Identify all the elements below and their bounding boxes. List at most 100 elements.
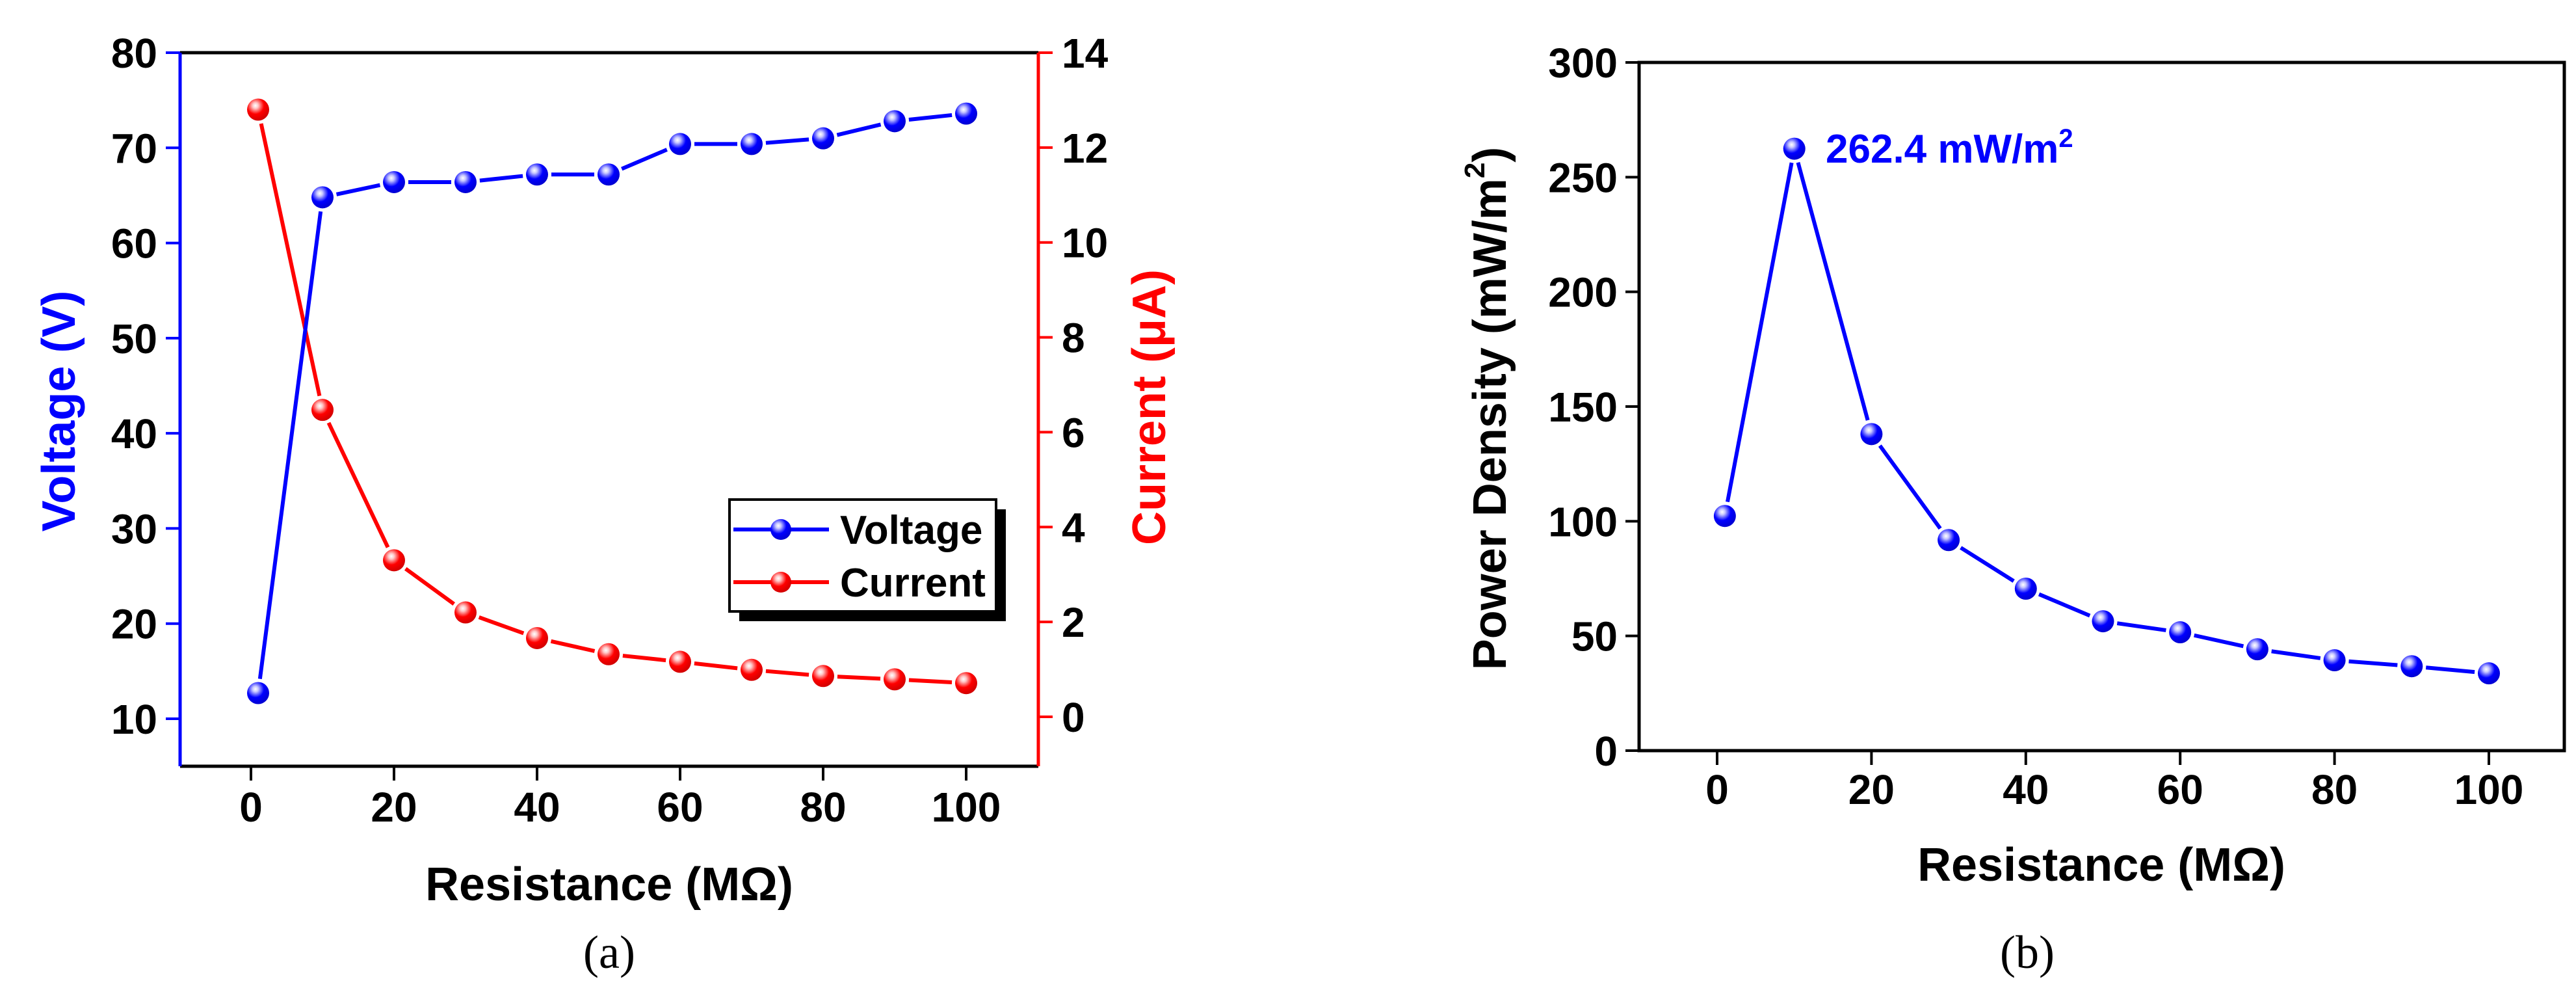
chart-a-current-ticks: 0 2 4 6 8 10 12 14 — [1038, 30, 1109, 741]
power-density-line-segment — [2194, 633, 2244, 649]
chart-b-x-axis-title: Resistance (MΩ) — [1917, 839, 2285, 891]
x-tick-label: 60 — [2157, 766, 2203, 813]
current-line-segment — [765, 669, 809, 677]
current-line-segment — [837, 675, 881, 681]
power-density-line-segment — [2038, 592, 2091, 618]
voltage-data-point — [812, 127, 834, 150]
voltage-line-segment — [908, 113, 953, 122]
chart-a-x-ticks: 0 20 40 60 80 100 — [239, 768, 1001, 831]
voltage-tick-label: 40 — [111, 410, 157, 457]
current-data-point — [454, 601, 477, 624]
y-tick-label: 100 — [1548, 498, 1618, 545]
current-tick-label: 10 — [1062, 220, 1108, 267]
current-tick-label: 0 — [1062, 694, 1085, 741]
y-tick-label: 200 — [1548, 269, 1618, 316]
power-density-line-segment — [1796, 162, 1870, 421]
power-density-data-point — [2014, 578, 2037, 600]
voltage-tick-label: 10 — [111, 696, 157, 743]
chart-a-series — [247, 98, 977, 704]
current-tick-label: 6 — [1062, 409, 1085, 456]
chart-b: 0 20 40 60 80 100 0 50 100 150 200 250 300 Power De… — [1459, 40, 2566, 978]
current-data-point — [812, 665, 834, 688]
current-line-segment — [478, 615, 525, 635]
voltage-line-segment — [836, 122, 882, 137]
power-density-line-segment — [2425, 665, 2475, 675]
voltage-line-segment — [257, 211, 323, 680]
current-line-segment — [694, 661, 738, 671]
current-tick-label: 4 — [1062, 504, 1085, 551]
x-tick-label: 100 — [2454, 766, 2524, 813]
voltage-line-segment — [335, 183, 381, 196]
power-density-data-point — [2246, 638, 2268, 661]
voltage-tick-label: 60 — [111, 221, 157, 267]
current-tick-label: 8 — [1062, 315, 1085, 362]
current-data-point — [311, 399, 334, 421]
current-tick-label: 12 — [1062, 125, 1108, 172]
voltage-data-point — [247, 682, 269, 704]
current-line-segment — [550, 639, 596, 653]
current-data-point — [955, 672, 977, 695]
voltage-tick-label: 30 — [111, 505, 157, 552]
chart-a: 0 20 40 60 80 100 10 20 30 40 50 60 70 80 0 2 4 6 8 10 12 1… — [33, 30, 1176, 978]
voltage-data-point — [454, 170, 477, 193]
legend-voltage-marker-icon — [770, 519, 791, 540]
power-density-data-point — [2323, 649, 2346, 672]
power-density-line-segment — [2116, 621, 2166, 632]
x-tick-label: 60 — [657, 784, 703, 831]
current-data-point — [741, 658, 763, 681]
voltage-data-point — [311, 186, 334, 209]
chart-a-voltage-ticks: 10 20 30 40 50 60 70 80 — [111, 30, 180, 743]
power-density-line-segment — [1726, 162, 1794, 503]
voltage-tick-label: 20 — [111, 601, 157, 648]
current-line-segment — [622, 654, 666, 663]
current-line-segment — [404, 567, 455, 606]
current-line-segment — [259, 123, 322, 397]
y-tick-label: 50 — [1571, 613, 1618, 660]
x-tick-label: 0 — [1705, 766, 1729, 813]
power-density-data-point — [1783, 137, 1806, 160]
power-density-line-segment — [1878, 444, 1942, 530]
voltage-data-point — [955, 102, 977, 125]
voltage-data-point — [884, 110, 906, 133]
power-density-data-point — [2169, 621, 2192, 644]
x-tick-label: 20 — [371, 784, 417, 831]
current-data-point — [598, 643, 620, 665]
current-line-segment — [326, 421, 390, 548]
chart-b-x-ticks: 0 20 40 60 80 100 — [1705, 752, 2523, 813]
chart-b-series — [1713, 137, 2500, 685]
legend-item-current: Current — [733, 561, 986, 606]
chart-a-caption: (a) — [583, 926, 635, 978]
y-tick-label: 0 — [1594, 728, 1618, 775]
voltage-tick-label: 50 — [111, 315, 157, 362]
chart-b-peak-annotation: 262.4 mW/m2 — [1826, 124, 2073, 172]
chart-a-legend: Voltage Current — [728, 498, 1006, 621]
x-tick-label: 80 — [800, 784, 846, 831]
power-density-data-point — [1713, 505, 1736, 528]
voltage-line-segment — [621, 148, 668, 171]
power-density-data-point — [1938, 529, 1960, 552]
chart-b-plot-frame — [1637, 60, 2566, 753]
voltage-data-point — [741, 133, 763, 155]
chart-a-voltage-axis-title: Voltage (V) — [33, 291, 85, 532]
chart-b-y-axis-title: Power Density (mW/m2) — [1459, 147, 1516, 671]
current-data-point — [247, 98, 269, 121]
voltage-data-point — [383, 170, 405, 193]
x-tick-label: 0 — [239, 784, 263, 831]
chart-a-current-axis-title: Current (μA) — [1124, 269, 1176, 545]
power-density-data-point — [2092, 610, 2114, 633]
voltage-tick-label: 80 — [111, 30, 157, 77]
voltage-data-point — [669, 133, 691, 155]
chart-a-x-axis-title: Resistance (MΩ) — [425, 859, 793, 911]
voltage-data-point — [598, 163, 620, 186]
current-data-point — [526, 626, 548, 649]
power-density-data-point — [2400, 655, 2423, 678]
voltage-line-segment — [765, 137, 809, 145]
legend-current-marker-icon — [770, 572, 791, 593]
power-density-line-segment — [2348, 659, 2398, 667]
x-tick-label: 100 — [932, 784, 1001, 831]
x-tick-label: 40 — [2003, 766, 2049, 813]
current-tick-label: 2 — [1062, 599, 1085, 646]
current-data-point — [669, 650, 691, 673]
power-density-line-segment — [1960, 546, 2015, 583]
